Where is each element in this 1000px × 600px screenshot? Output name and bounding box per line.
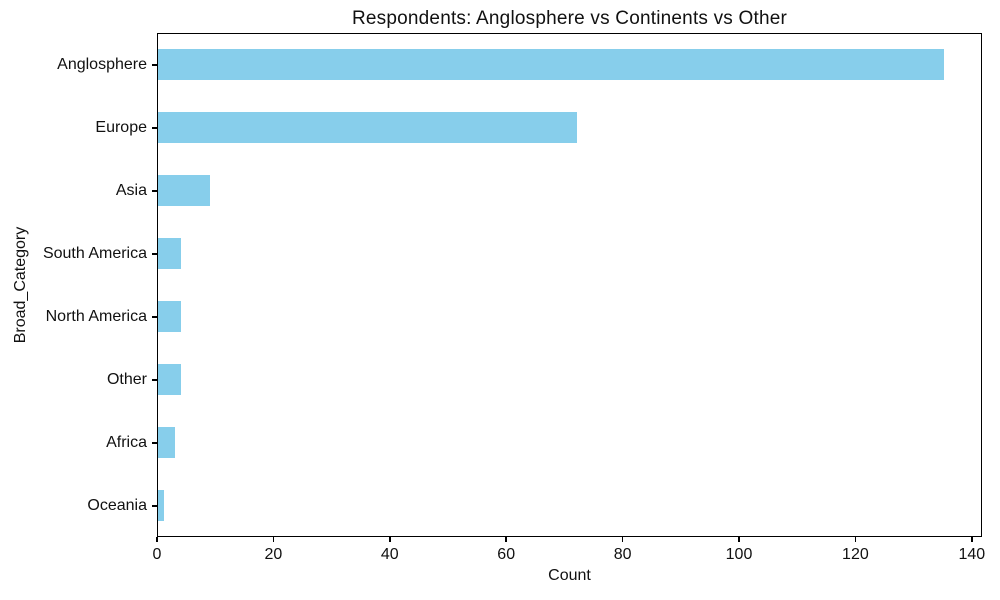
bar <box>158 300 182 333</box>
y-tick-mark <box>152 253 157 255</box>
y-tick-label: Africa <box>106 433 147 451</box>
y-tick-label: Asia <box>115 181 147 199</box>
y-tick-label: North America <box>45 307 147 325</box>
x-tick-label: 20 <box>264 546 283 563</box>
y-tick-label: South America <box>42 244 147 262</box>
x-tick-label: 100 <box>725 546 753 563</box>
bar <box>158 111 578 144</box>
y-tick-mark <box>152 316 157 318</box>
y-tick-mark <box>152 505 157 507</box>
chart-title: Respondents: Anglosphere vs Continents v… <box>351 8 788 29</box>
y-tick-mark <box>152 190 157 192</box>
y-tick-mark <box>152 379 157 381</box>
plot-area <box>157 33 982 537</box>
x-tick-label: 40 <box>380 546 399 563</box>
y-tick-mark <box>152 442 157 444</box>
x-tick-label: 120 <box>842 546 869 563</box>
x-tick-mark <box>854 537 857 542</box>
y-tick-label: Other <box>106 370 147 388</box>
x-tick-mark <box>272 537 275 542</box>
x-tick-mark <box>389 537 391 542</box>
bar <box>158 426 176 459</box>
x-tick-mark <box>738 537 740 542</box>
x-tick-label: 60 <box>497 546 516 563</box>
bar <box>158 48 944 81</box>
y-tick-label: Anglosphere <box>57 55 147 73</box>
x-tick-mark <box>505 537 507 542</box>
bar <box>158 237 182 270</box>
x-tick-mark <box>971 537 973 542</box>
bar <box>158 174 211 207</box>
x-tick-mark <box>621 537 624 542</box>
y-tick-mark <box>152 127 157 129</box>
bar <box>158 489 164 522</box>
x-tick-mark <box>156 537 158 542</box>
y-tick-label: Europe <box>95 118 147 136</box>
bar <box>158 363 182 396</box>
y-tick-mark <box>152 64 157 66</box>
x-tick-label: 140 <box>958 546 986 563</box>
x-tick-label: 80 <box>613 546 632 563</box>
x-axis-label: Count <box>548 567 591 584</box>
y-tick-label: Oceania <box>87 496 147 514</box>
x-tick-label: 0 <box>152 546 162 563</box>
